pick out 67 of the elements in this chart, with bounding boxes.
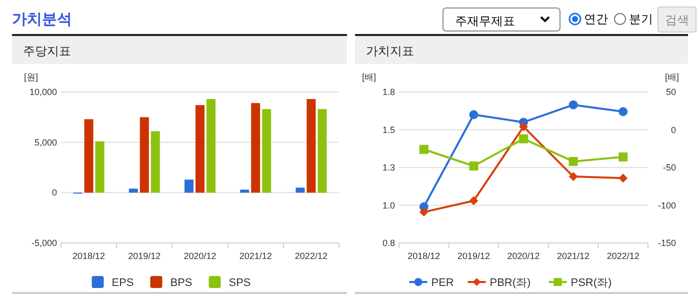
x-tick-label: 2022/12 xyxy=(294,251,328,261)
legend-label: EPS xyxy=(112,277,134,289)
text: 주재무제표 xyxy=(455,14,515,28)
bar xyxy=(296,188,305,193)
y2-tick-label: 50 xyxy=(666,87,676,97)
y-tick-label: -5,000 xyxy=(31,238,57,248)
x-tick-label: 2018/12 xyxy=(72,251,106,261)
y2-axis-title: [배] xyxy=(665,72,680,82)
point xyxy=(419,208,428,217)
y-tick-label: 0 xyxy=(52,188,57,198)
y-tick-label: 1.0 xyxy=(382,200,395,210)
point xyxy=(618,107,628,116)
point xyxy=(419,144,428,154)
y-tick-label: 1.5 xyxy=(382,124,395,135)
bar xyxy=(140,117,149,193)
chart-title: 가치지표 xyxy=(366,44,414,58)
y-tick-label: 1.8 xyxy=(382,87,395,97)
bar xyxy=(251,103,260,193)
y-tick-label: 0.8 xyxy=(382,238,395,248)
y-axis-title: [원] xyxy=(24,72,38,82)
bar xyxy=(306,99,316,193)
legend-label: SPS xyxy=(228,277,251,289)
bar xyxy=(196,105,204,193)
point xyxy=(618,152,628,162)
x-tick-label: 2019/12 xyxy=(457,251,490,261)
chart-title: 주당지표 xyxy=(23,44,71,58)
point xyxy=(618,174,628,183)
bar xyxy=(84,119,94,193)
y2-tick-label: -50 xyxy=(662,162,676,172)
point xyxy=(469,161,478,170)
bar xyxy=(150,131,160,193)
point xyxy=(568,100,578,110)
y-tick-label: 1.3 xyxy=(382,162,395,172)
point xyxy=(469,110,478,120)
bar xyxy=(318,109,327,193)
x-tick-label: 2022/12 xyxy=(606,251,640,261)
point xyxy=(568,156,578,166)
bar xyxy=(128,188,138,193)
legend-label: BPS xyxy=(170,277,192,289)
x-tick-label: 2020/12 xyxy=(507,251,540,261)
x-tick-label: 2021/12 xyxy=(557,251,590,261)
point xyxy=(568,172,578,182)
bar xyxy=(262,109,272,193)
text: 분기 xyxy=(629,12,653,26)
legend-label: PER xyxy=(431,277,454,289)
point xyxy=(519,122,528,132)
bar xyxy=(184,180,194,193)
text: 연간 xyxy=(584,12,608,26)
y-tick-label: 10,000 xyxy=(29,87,57,97)
legend-label: PBR(좌) xyxy=(490,277,531,289)
y2-tick-label: -150 xyxy=(658,238,676,248)
y-axis-title: [배] xyxy=(362,72,376,82)
x-tick-label: 2021/12 xyxy=(239,251,272,261)
text: 가치분석 xyxy=(12,11,72,28)
point xyxy=(469,196,478,206)
y-tick-label: 5,000 xyxy=(34,137,57,148)
legend-label: PSR(좌) xyxy=(570,277,612,289)
bar xyxy=(95,141,104,193)
y2-tick-label: -100 xyxy=(658,200,676,210)
x-tick-label: 2020/12 xyxy=(184,251,216,261)
x-tick-label: 2018/12 xyxy=(408,251,440,261)
bar xyxy=(206,99,216,193)
text: 검색 xyxy=(665,13,689,27)
y2-tick-label: 0 xyxy=(670,124,676,135)
bar xyxy=(240,190,250,193)
x-tick-label: 2019/12 xyxy=(128,251,161,261)
point xyxy=(519,134,528,144)
